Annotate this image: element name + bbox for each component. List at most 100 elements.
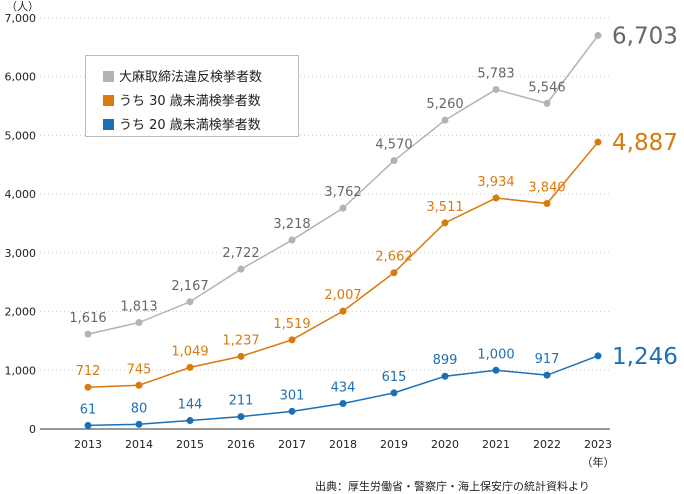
data-label: 144 <box>178 398 203 413</box>
x-tick-label: 2014 <box>125 438 153 451</box>
data-label: 899 <box>433 353 458 368</box>
data-label: 3,511 <box>426 200 463 215</box>
data-label-latest: 6,703 <box>612 23 678 49</box>
legend-item-under20: うち 20 歳未満検挙者数 <box>103 114 261 133</box>
data-point <box>390 389 398 397</box>
y-tick-label: 6,000 <box>5 71 37 84</box>
legend-item-under30: うち 30 歳未満検挙者数 <box>103 90 261 109</box>
data-label: 301 <box>280 388 305 403</box>
legend-swatch-orange <box>103 95 114 106</box>
data-point <box>237 413 245 421</box>
legend-swatch-gray <box>103 71 114 82</box>
data-point <box>135 420 143 428</box>
y-unit-label: （人） <box>6 0 39 13</box>
data-point <box>543 99 551 107</box>
data-label: 1,813 <box>120 300 157 315</box>
x-tick-label: 2020 <box>431 438 459 451</box>
data-label: 3,934 <box>477 175 514 190</box>
data-label: 1,000 <box>477 347 514 362</box>
x-tick-label: 2013 <box>74 438 102 451</box>
x-tick-label: 2023 <box>584 438 612 451</box>
data-label: 2,662 <box>375 250 412 265</box>
data-point <box>594 138 602 146</box>
x-tick-label: 2015 <box>176 438 204 451</box>
data-point <box>594 31 602 39</box>
data-point <box>186 417 194 425</box>
source-note: 出典：厚生労働省・警察庁・海上保安庁の統計資料より <box>315 480 590 493</box>
data-point <box>492 194 500 202</box>
data-label-latest: 1,246 <box>612 344 678 370</box>
data-label: 745 <box>127 362 152 377</box>
data-label: 712 <box>76 364 101 379</box>
data-point <box>186 298 194 306</box>
y-tick-label: 1,000 <box>5 364 37 377</box>
data-label: 917 <box>535 352 560 367</box>
data-label: 3,840 <box>528 181 565 196</box>
data-point <box>84 421 92 429</box>
legend-item-total: 大麻取締法違反検挙者数 <box>103 66 262 85</box>
data-label: 3,218 <box>273 217 310 232</box>
data-point <box>441 116 449 124</box>
data-label: 1,519 <box>273 317 310 332</box>
data-point <box>441 372 449 380</box>
data-label: 61 <box>80 402 97 417</box>
y-tick-label: 0 <box>29 423 36 436</box>
data-point <box>288 336 296 344</box>
data-point <box>84 383 92 391</box>
data-point <box>135 381 143 389</box>
data-label: 4,570 <box>375 138 412 153</box>
data-point <box>492 85 500 93</box>
data-point <box>339 400 347 408</box>
data-label: 5,783 <box>477 66 514 81</box>
data-point <box>84 330 92 338</box>
data-label: 2,167 <box>171 279 208 294</box>
legend: 大麻取締法違反検挙者数 うち 30 歳未満検挙者数 うち 20 歳未満検挙者数 <box>85 55 299 137</box>
legend-label: うち 30 歳未満検挙者数 <box>119 94 261 109</box>
data-point <box>288 236 296 244</box>
data-point <box>594 352 602 360</box>
data-point <box>390 157 398 165</box>
x-tick-label: 2016 <box>227 438 255 451</box>
data-point <box>390 269 398 277</box>
data-point <box>339 307 347 315</box>
data-label: 2,007 <box>324 288 361 303</box>
data-point <box>237 265 245 273</box>
y-tick-label: 3,000 <box>5 247 37 260</box>
data-point <box>186 363 194 371</box>
data-label: 80 <box>131 401 148 416</box>
data-label: 211 <box>229 394 254 409</box>
y-tick-label: 2,000 <box>5 306 37 319</box>
data-point <box>237 352 245 360</box>
x-tick-label: 2021 <box>482 438 510 451</box>
data-point <box>135 319 143 327</box>
data-point <box>339 204 347 212</box>
x-tick-label: 2022 <box>533 438 561 451</box>
data-point <box>288 407 296 415</box>
x-unit-label: （年） <box>582 455 615 469</box>
data-label: 1,616 <box>69 311 106 326</box>
data-point <box>441 219 449 227</box>
y-tick-label: 4,000 <box>5 188 37 201</box>
data-label-latest: 4,887 <box>612 130 678 156</box>
series-line-1 <box>87 141 599 388</box>
x-tick-label: 2017 <box>278 438 306 451</box>
data-point <box>543 371 551 379</box>
legend-label: うち 20 歳未満検挙者数 <box>119 118 261 133</box>
x-tick-label: 2018 <box>329 438 357 451</box>
data-label: 2,722 <box>222 246 259 261</box>
legend-label: 大麻取締法違反検挙者数 <box>119 70 263 85</box>
legend-swatch-blue <box>103 119 114 130</box>
y-tick-label: 7,000 <box>5 12 37 25</box>
data-label: 5,546 <box>528 80 565 95</box>
data-label: 615 <box>382 370 407 385</box>
data-label: 5,260 <box>426 97 463 112</box>
data-point <box>543 200 551 208</box>
data-label: 3,762 <box>324 185 361 200</box>
y-tick-label: 5,000 <box>5 129 37 142</box>
data-point <box>492 366 500 374</box>
data-label: 1,049 <box>171 344 208 359</box>
data-label: 1,237 <box>222 333 259 348</box>
x-tick-label: 2019 <box>380 438 408 451</box>
data-label: 434 <box>331 381 356 396</box>
